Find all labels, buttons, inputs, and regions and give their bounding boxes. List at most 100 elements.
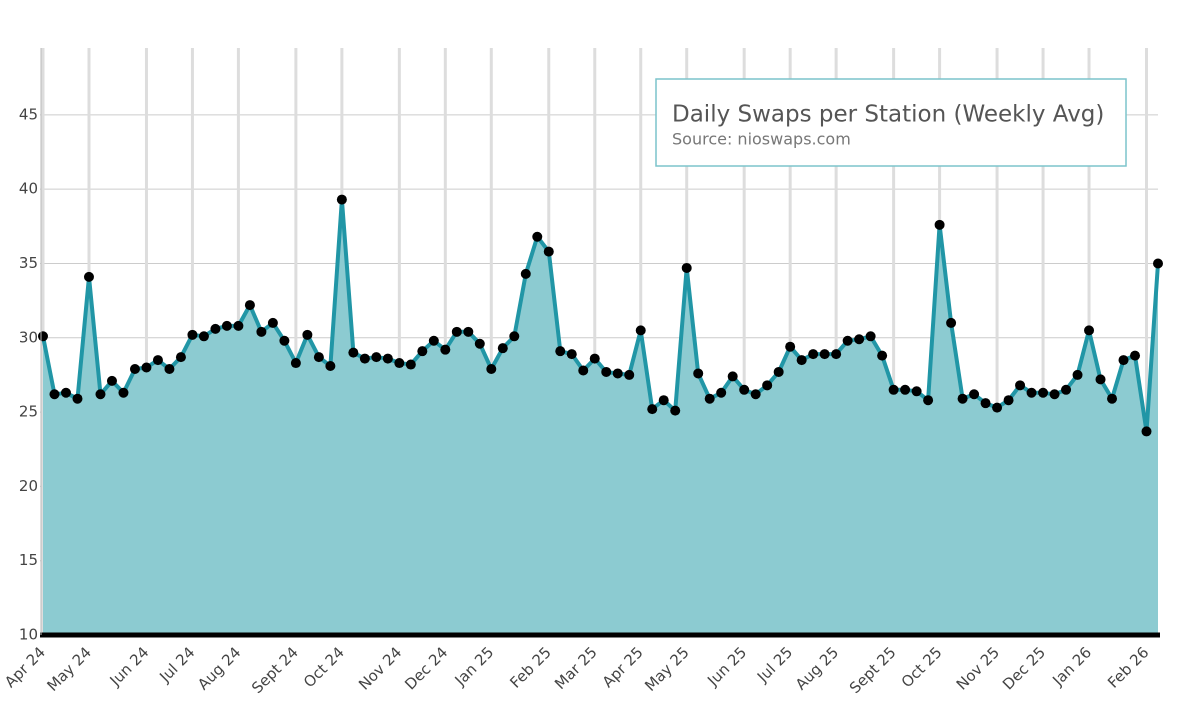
point	[60, 387, 71, 398]
point	[1061, 384, 1072, 395]
point	[302, 329, 313, 340]
point	[969, 389, 980, 400]
point	[451, 326, 462, 337]
point	[440, 344, 451, 355]
point	[704, 393, 715, 404]
point	[1153, 258, 1163, 269]
point	[371, 352, 382, 363]
point	[578, 365, 589, 376]
point	[152, 355, 163, 366]
x-tick-label: Nov 25	[953, 643, 1003, 693]
point	[1015, 380, 1026, 391]
chart-subtitle: Source: nioswaps.com	[672, 130, 851, 149]
x-tick-label: Dec 24	[401, 643, 451, 693]
point	[1118, 355, 1129, 366]
point	[589, 353, 600, 364]
point	[474, 338, 485, 349]
point	[635, 325, 646, 336]
point	[877, 350, 888, 361]
point	[520, 268, 531, 279]
x-tick-label: Nov 24	[355, 643, 405, 693]
point	[842, 335, 853, 346]
point	[957, 393, 968, 404]
x-tick-label: Jul 24	[155, 643, 198, 686]
point	[1130, 350, 1141, 361]
point	[1107, 393, 1118, 404]
point	[658, 395, 669, 406]
y-tick-label: 25	[19, 403, 38, 421]
x-tick-label: Feb 25	[506, 643, 554, 691]
point	[83, 271, 94, 282]
point	[1038, 387, 1049, 398]
x-tick-label: May 25	[641, 643, 693, 695]
point	[566, 349, 577, 360]
point	[313, 352, 324, 363]
point	[175, 352, 186, 363]
point	[900, 384, 911, 395]
x-tick-label: Oct 24	[300, 643, 348, 691]
point	[693, 368, 704, 379]
point	[164, 363, 175, 374]
point	[854, 334, 865, 345]
point	[72, 393, 83, 404]
point	[187, 329, 198, 340]
point	[727, 371, 738, 382]
point	[405, 359, 416, 370]
point	[1141, 426, 1152, 437]
x-tick-label: May 24	[43, 643, 95, 695]
point	[601, 366, 612, 377]
point	[394, 358, 405, 369]
x-tick-label: Jun 25	[703, 643, 750, 690]
point	[911, 386, 922, 397]
point	[38, 331, 48, 342]
point	[670, 405, 681, 416]
point	[210, 323, 221, 334]
point	[808, 349, 819, 360]
point	[49, 389, 60, 400]
point	[463, 326, 474, 337]
point	[221, 320, 232, 331]
point	[233, 320, 244, 331]
point	[624, 369, 635, 380]
x-tick-label: Jul 25	[753, 643, 796, 686]
point	[428, 335, 439, 346]
x-tick-label: Apr 25	[599, 643, 647, 691]
x-tick-label: Jun 24	[106, 643, 153, 690]
point	[750, 389, 761, 400]
point	[486, 363, 497, 374]
x-tick-label: Aug 24	[194, 643, 244, 693]
point	[796, 355, 807, 366]
point	[1003, 395, 1014, 406]
point	[831, 349, 842, 360]
plot	[38, 48, 1163, 638]
point	[543, 246, 554, 257]
point	[681, 262, 692, 273]
point	[739, 384, 750, 395]
x-tick-label: Dec 25	[999, 643, 1049, 693]
point	[106, 375, 117, 386]
point	[348, 347, 359, 358]
y-tick-label: 20	[19, 477, 38, 495]
point	[1049, 389, 1060, 400]
y-tick-label: 35	[19, 254, 38, 272]
x-tick-label: Aug 25	[792, 643, 842, 693]
x-tick-label: Feb 26	[1104, 643, 1152, 691]
x-tick-label: Jan 26	[1048, 643, 1095, 690]
point	[279, 335, 290, 346]
point	[762, 380, 773, 391]
point	[946, 317, 957, 328]
point	[325, 361, 336, 372]
point	[647, 404, 658, 415]
point	[244, 300, 255, 311]
point	[141, 362, 152, 373]
point	[1095, 374, 1106, 385]
point	[612, 368, 623, 379]
y-tick-label: 30	[19, 328, 38, 346]
point	[118, 387, 129, 398]
chart-title: Daily Swaps per Station (Weekly Avg)	[672, 102, 1104, 128]
point	[773, 366, 784, 377]
point	[497, 343, 508, 354]
x-tick-label: Jan 25	[451, 643, 498, 690]
point	[382, 353, 393, 364]
